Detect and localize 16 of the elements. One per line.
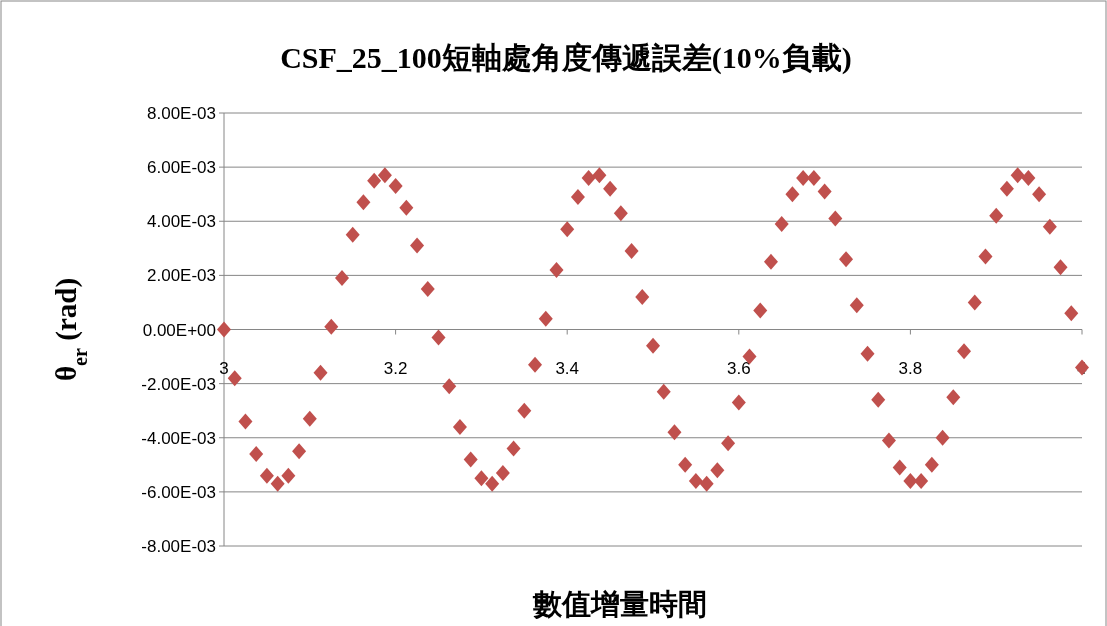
x-tick-label: 3.6 [726, 358, 751, 378]
chart-title: CSF_25_100短軸處角度傳遞誤差(10%負載) [280, 41, 852, 75]
x-axis-title: 數值增量時間 [532, 588, 707, 620]
y-tick-label: 8.00E-03 [147, 104, 216, 123]
y-tick-label: -8.00E-03 [141, 537, 216, 556]
y-tick-label: -2.00E-03 [141, 374, 216, 394]
y-tick-label: -6.00E-03 [141, 482, 216, 502]
y-tick-label: 2.00E-03 [147, 266, 216, 286]
y-tick-label: 6.00E-03 [147, 158, 216, 178]
y-tick-label: 4.00E-03 [147, 212, 216, 232]
x-tick-label: 3.8 [898, 358, 923, 378]
x-tick-label: 3 [219, 358, 229, 378]
x-tick-label: 3.2 [383, 358, 408, 378]
y-tick-label: 0.00E+00 [142, 320, 216, 340]
y-tick-label: -4.00E-03 [141, 428, 216, 448]
x-tick-label: 3.4 [555, 358, 580, 378]
